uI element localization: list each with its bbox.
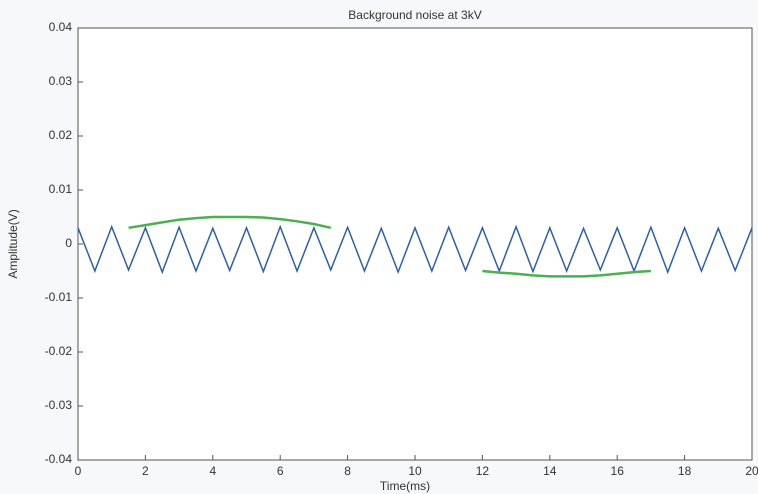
x-tick-label: 10 <box>408 464 422 478</box>
plot-area <box>77 27 753 461</box>
x-tick-label: 18 <box>678 464 692 478</box>
y-tick-label: 0.02 <box>49 128 73 142</box>
series-line <box>128 215 651 278</box>
y-tick-label: 0.01 <box>49 182 73 196</box>
x-tick-label: 6 <box>277 464 284 478</box>
x-tick-label: 12 <box>476 464 490 478</box>
y-tick-label: -0.04 <box>45 452 73 466</box>
series-line <box>77 224 753 275</box>
y-tick-label: -0.02 <box>45 344 73 358</box>
y-tick-label: 0.04 <box>49 20 73 34</box>
y-axis-label: Amplitude(V) <box>6 209 20 278</box>
x-tick-label: 16 <box>611 464 625 478</box>
x-tick-label: 0 <box>75 464 82 478</box>
x-tick-label: 20 <box>745 464 758 478</box>
x-tick-label: 8 <box>344 464 351 478</box>
chart-title: Background noise at 3kV <box>348 8 481 22</box>
y-tick-label: -0.01 <box>45 290 73 304</box>
x-tick-label: 14 <box>543 464 557 478</box>
x-axis-label: Time(ms) <box>380 479 430 493</box>
x-tick-label: 4 <box>209 464 216 478</box>
y-tick-label: -0.03 <box>45 398 73 412</box>
x-tick-label: 2 <box>142 464 149 478</box>
y-tick-label: 0.03 <box>49 74 73 88</box>
y-tick-label: 0 <box>65 236 72 250</box>
